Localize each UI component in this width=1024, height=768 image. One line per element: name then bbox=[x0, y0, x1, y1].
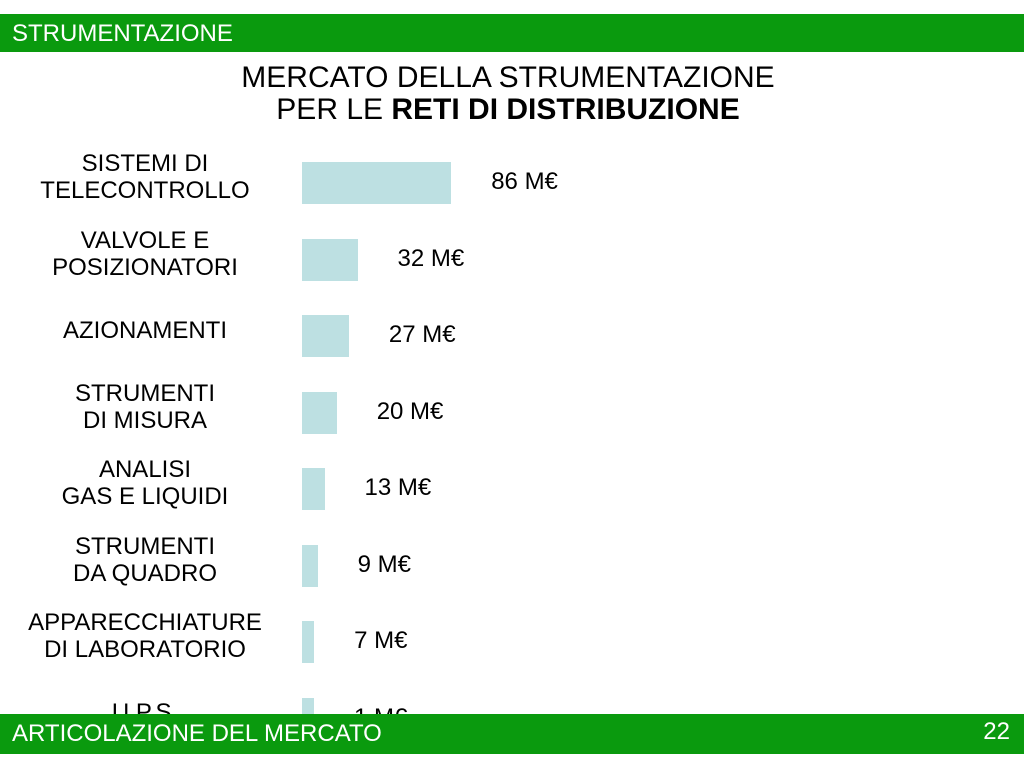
category-label: APPARECCHIATURE DI LABORATORIO bbox=[28, 609, 262, 663]
value-label: 13 M€ bbox=[364, 474, 432, 501]
chart-title: MERCATO DELLA STRUMENTAZIONE PER LE RETI… bbox=[0, 62, 1016, 126]
category-label: STRUMENTI DA QUADRO bbox=[72, 532, 218, 587]
header-bar: STRUMENTAZIONE bbox=[0, 14, 1024, 52]
bar bbox=[302, 391, 337, 434]
footer-bar: ARTICOLAZIONE DEL MERCATO 22 bbox=[0, 714, 1024, 754]
header-section-title: STRUMENTAZIONE bbox=[12, 20, 233, 47]
footer-section-title: ARTICOLAZIONE DEL MERCATO bbox=[12, 720, 382, 747]
value-label: 86 M€ bbox=[491, 168, 558, 195]
category-label: VALVOLE E POSIZIONATORI bbox=[52, 226, 238, 281]
category-label: ANALISI GAS E LIQUIDI bbox=[61, 456, 229, 510]
chart-title-line1: MERCATO DELLA STRUMENTAZIONE bbox=[241, 61, 775, 94]
chart-title-line2-normal: PER LE bbox=[276, 93, 392, 126]
value-label: 9 M€ bbox=[357, 550, 411, 578]
bar-chart: SISTEMI DI TELECONTROLLO 86 M€ VALVOLE E P… bbox=[0, 140, 1024, 740]
chart-title-line2: PER LE RETI DI DISTRIBUZIONE bbox=[0, 94, 1016, 126]
value-label: 32 M€ bbox=[397, 244, 465, 272]
page-number: 22 bbox=[983, 718, 1010, 745]
bar bbox=[302, 621, 315, 663]
chart-title-line2-bold: RETI DI DISTRIBUZIONE bbox=[391, 93, 740, 126]
value-label: 7 M€ bbox=[354, 627, 408, 654]
value-label: 27 M€ bbox=[388, 321, 456, 348]
bar bbox=[302, 162, 452, 204]
category-label: STRUMENTI DI MISURA bbox=[75, 379, 215, 434]
bar bbox=[302, 315, 349, 357]
category-label: AZIONAMENTI bbox=[62, 316, 227, 344]
bar bbox=[302, 468, 325, 510]
category-label: SISTEMI DI TELECONTROLLO bbox=[40, 150, 250, 204]
bar bbox=[302, 544, 318, 587]
bar bbox=[302, 238, 358, 281]
value-label: 20 M€ bbox=[376, 397, 444, 425]
